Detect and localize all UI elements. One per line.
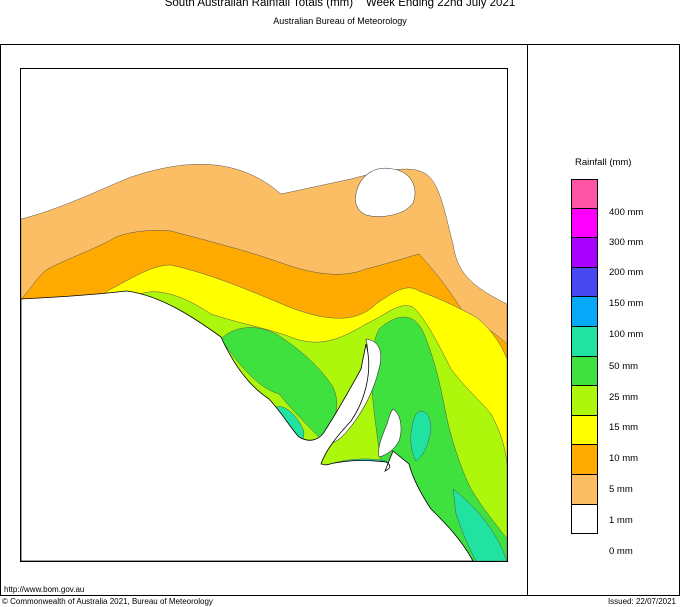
legend-label-100: 100 mm <box>609 329 644 340</box>
lake-eyre <box>355 167 416 217</box>
legend-swatch-100-150 <box>571 297 598 327</box>
legend-swatch-10-15 <box>571 415 598 446</box>
legend-label-1: 1 mm <box>609 515 633 526</box>
map-subtitle: Australian Bureau of Meteorology <box>273 16 407 26</box>
legend-swatch-150-200 <box>571 267 598 298</box>
legend-swatch-200-300 <box>571 238 598 268</box>
legend-label-300: 300 mm <box>609 237 644 248</box>
legend-label-15: 15 mm <box>609 422 639 433</box>
legend-label-10: 10 mm <box>609 453 639 464</box>
legend-divider <box>527 44 528 595</box>
rainfall-map <box>20 68 508 562</box>
legend-label-150: 150 mm <box>609 298 644 309</box>
legend-title: Rainfall (mm) <box>575 157 632 168</box>
legend-swatch-15-25 <box>571 386 598 416</box>
legend-swatch-1-5 <box>571 474 598 505</box>
legend-swatch-50-100 <box>571 326 598 357</box>
gulf-st-vincent <box>378 408 402 458</box>
legend-colorbar <box>571 179 598 535</box>
legend-label-400: 400 mm <box>609 207 644 218</box>
legend-label-200: 200 mm <box>609 267 644 278</box>
legend-label-5: 5 mm <box>609 484 633 495</box>
legend-swatch-5-10 <box>571 445 598 475</box>
legend-label-50: 50 mm <box>609 361 639 372</box>
issued-date: Issued: 22/07/2021 <box>607 597 676 606</box>
legend-swatch-25-50 <box>571 356 598 387</box>
legend-label-0: 0 mm <box>609 546 633 557</box>
legend-swatch-300-400 <box>571 208 598 239</box>
source-url[interactable]: http://www.bom.gov.au <box>4 585 85 594</box>
map-title: South Australian Rainfall Totals (mm) We… <box>164 0 516 9</box>
legend-swatch-0-1 <box>571 504 598 535</box>
legend-swatch-400-plus <box>571 179 598 209</box>
legend-label-25: 25 mm <box>609 392 639 403</box>
rain-zone-50-100mm-southeast <box>452 488 507 561</box>
southern-ocean <box>21 290 474 561</box>
copyright-notice: © Commonwealth of Australia 2021, Bureau… <box>2 597 213 606</box>
rain-zone-50-100mm-lofty <box>410 411 432 462</box>
